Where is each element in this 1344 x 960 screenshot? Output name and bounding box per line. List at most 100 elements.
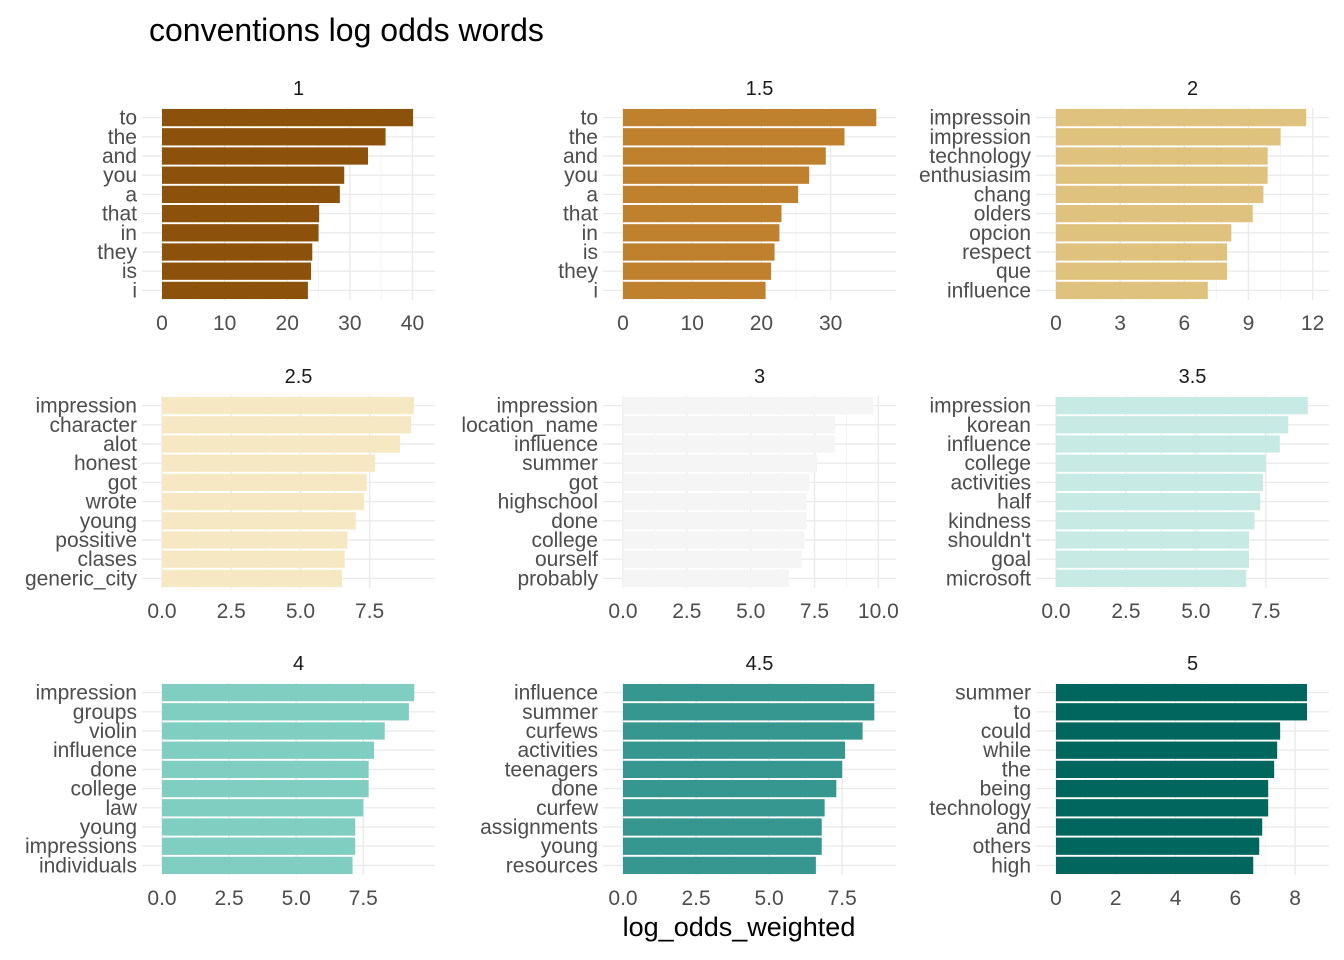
x-tick-label: 7.5 [1251,600,1280,623]
category-label: impression [929,126,1031,149]
bar [623,243,775,261]
category-label: shouldn't [948,529,1032,552]
category-label: alot [103,433,137,456]
bar [623,531,805,549]
category-label: the [569,126,598,149]
bar [162,531,348,549]
category-label: technology [929,797,1031,820]
category-label: you [103,164,137,187]
x-tick-label: 8 [1289,887,1301,910]
category-label: influence [947,433,1031,456]
category-label: got [569,471,598,494]
bar [1056,779,1269,798]
category-label: to [580,107,598,130]
x-tick-label: 2.5 [214,887,243,910]
bar [162,185,340,204]
bar [1056,683,1308,702]
bar [623,779,837,798]
category-label: that [563,203,598,226]
facet-strip-label: 3.5 [1179,366,1207,388]
bar [623,224,780,242]
x-tick-label: 10 [681,312,704,335]
category-label: college [70,778,137,801]
category-label: impression [496,395,598,418]
category-label: law [105,797,137,820]
category-label: college [964,452,1031,475]
bar [162,818,356,836]
category-label: impression [35,682,137,705]
bar [162,550,345,568]
bar [1056,396,1308,415]
category-label: to [119,107,137,130]
x-tick-label: 7.5 [355,600,384,623]
bar [623,512,807,530]
facet-strip-label: 3 [754,366,765,388]
bar [1056,435,1280,453]
category-label: violin [89,720,137,743]
x-tick-label: 3 [1114,312,1126,335]
bar [162,224,319,242]
x-tick-label: 9 [1243,312,1255,335]
bar [162,262,312,280]
category-label: influence [947,279,1031,302]
category-label: impression [929,395,1031,418]
bar [1056,262,1228,280]
category-label: enthusiasim [919,164,1031,187]
bar [162,512,356,530]
x-tick-label: 2.5 [681,887,710,910]
category-label: done [551,778,598,801]
category-label: the [108,126,137,149]
chart-title: conventions log odds words [149,12,544,48]
bar [1056,454,1266,472]
category-label: young [80,816,137,839]
x-tick-label: 0.0 [608,887,637,910]
bar [623,760,843,779]
category-label: the [1002,758,1031,781]
bar [162,108,414,127]
x-tick-label: 5.0 [1181,600,1210,623]
bar [1056,166,1268,184]
bar [162,473,367,492]
bar [162,416,412,434]
category-label: wrote [85,491,137,514]
category-label: young [541,835,598,858]
bar [162,147,369,165]
category-label: que [996,260,1031,283]
x-tick-label: 5.0 [755,887,784,910]
category-label: character [49,414,137,437]
category-label: and [563,145,598,168]
x-tick-label: 6 [1229,887,1241,910]
category-label: honest [74,452,137,475]
category-label: i [593,279,598,302]
category-label: is [583,241,598,264]
category-label: they [558,260,598,283]
category-label: that [102,203,137,226]
bar [1056,473,1264,492]
bar [623,185,799,204]
x-tick-label: 12 [1301,312,1324,335]
bar [1056,108,1307,127]
bar [1056,722,1281,740]
category-label: groups [73,701,137,724]
x-tick-label: 0 [617,312,629,335]
category-label: being [980,778,1031,801]
category-label: influence [53,739,137,762]
x-tick-label: 20 [750,312,773,335]
x-tick-label: 0 [156,312,168,335]
bar [1056,224,1232,242]
x-tick-label: 20 [276,312,299,335]
category-label: and [102,145,137,168]
x-tick-label: 5.0 [282,887,311,910]
category-label: while [982,739,1031,762]
bar [1056,531,1250,549]
bar [623,435,835,453]
category-label: influence [514,682,598,705]
x-tick-label: 5.0 [736,600,765,623]
category-label: you [564,164,598,187]
category-label: is [122,260,137,283]
bar [1056,492,1261,511]
category-label: impressions [25,835,137,858]
bar [623,128,845,146]
category-label: opcion [969,222,1031,245]
category-label: a [586,183,598,206]
